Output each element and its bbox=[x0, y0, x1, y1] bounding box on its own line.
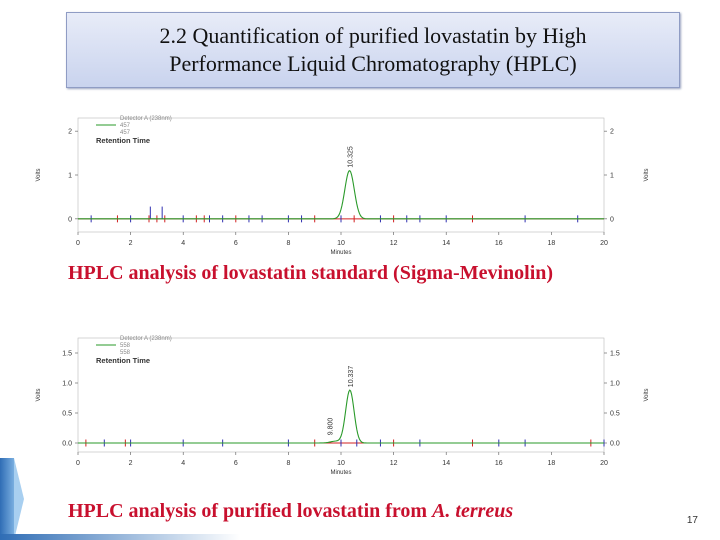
x-tick-label: 6 bbox=[234, 460, 238, 467]
x-tick-label: 14 bbox=[442, 460, 450, 467]
caption-purified-organism: A. terreus bbox=[432, 500, 514, 522]
x-tick-label: 10 bbox=[337, 460, 345, 467]
y-tick-label-right: 1.0 bbox=[610, 381, 620, 388]
decorative-side-bar bbox=[0, 458, 14, 540]
x-tick-label: 2 bbox=[129, 240, 133, 247]
y-tick-label: 2 bbox=[68, 129, 72, 136]
minor-peak-label: 9.800 bbox=[328, 418, 335, 436]
legend-entry-1: 457 bbox=[120, 123, 131, 129]
x-tick-label: 10 bbox=[337, 240, 345, 247]
page-number: 17 bbox=[686, 515, 698, 526]
x-tick-label: 18 bbox=[548, 460, 556, 467]
peak-label: 10.325 bbox=[348, 146, 355, 168]
caption-purified: HPLC analysis of purified lovastatin fro… bbox=[68, 500, 513, 523]
y-tick-label-right: 1 bbox=[610, 173, 614, 180]
decorative-arrow bbox=[14, 458, 24, 540]
x-tick-label: 0 bbox=[76, 240, 80, 247]
y-tick-label: 0 bbox=[68, 216, 72, 223]
y-axis-label: Volts bbox=[36, 388, 42, 401]
signal-trace bbox=[78, 389, 604, 444]
x-tick-label: 0 bbox=[76, 460, 80, 467]
y-axis-label-right: Volts bbox=[644, 168, 650, 181]
caption-purified-prefix: HPLC analysis of purified lovastatin fro… bbox=[68, 500, 433, 522]
y-tick-label: 1.0 bbox=[62, 381, 72, 388]
x-tick-label: 12 bbox=[390, 240, 398, 247]
slide-title-line-1: 2.2 Quantification of purified lovastati… bbox=[159, 23, 587, 48]
plot-frame bbox=[77, 117, 605, 233]
x-tick-label: 8 bbox=[286, 460, 290, 467]
x-tick-label: 20 bbox=[600, 240, 608, 247]
y-tick-label: 1 bbox=[68, 173, 72, 180]
slide-title-line-2: Performance Liquid Chromatography (HPLC) bbox=[169, 51, 577, 76]
legend-entry-2: 457 bbox=[120, 130, 131, 136]
x-tick-label: 14 bbox=[442, 240, 450, 247]
x-tick-label: 16 bbox=[495, 460, 503, 467]
peak-label: 10.337 bbox=[348, 366, 355, 388]
x-axis-label: Minutes bbox=[330, 470, 351, 476]
legend-entry-2: 558 bbox=[120, 350, 131, 356]
y-axis-label: Volts bbox=[36, 168, 42, 181]
y-tick-label-right: 0.0 bbox=[610, 441, 620, 448]
x-axis-label: Minutes bbox=[330, 250, 351, 256]
hplc-chromatogram-purified: 0 2 4 6 8 10 12 14 16 18 20 0.0 0.0 0.5 0.5 1.0 1.0 1.5 1.… bbox=[36, 336, 650, 476]
x-tick-label: 4 bbox=[181, 460, 185, 467]
y-tick-label: 0.5 bbox=[62, 411, 72, 418]
y-tick-label-right: 1.5 bbox=[610, 351, 620, 358]
x-tick-label: 16 bbox=[495, 240, 503, 247]
x-tick-label: 2 bbox=[129, 460, 133, 467]
legend-detector: Detector A (238nm) bbox=[120, 336, 172, 342]
legend-entry-1: 558 bbox=[120, 343, 131, 349]
caption-standard: HPLC analysis of lovastatin standard (Si… bbox=[68, 262, 554, 284]
signal-trace bbox=[78, 169, 604, 220]
decorative-bottom-bar bbox=[0, 534, 240, 540]
legend-retention-time: Retention Time bbox=[96, 136, 150, 145]
y-tick-label: 1.5 bbox=[62, 351, 72, 358]
y-tick-label-right: 0 bbox=[610, 216, 614, 223]
x-tick-label: 4 bbox=[181, 240, 185, 247]
x-tick-label: 12 bbox=[390, 460, 398, 467]
x-tick-label: 6 bbox=[234, 240, 238, 247]
legend-detector: Detector A (238nm) bbox=[120, 116, 172, 122]
x-tick-label: 18 bbox=[548, 240, 556, 247]
y-axis-label-right: Volts bbox=[644, 388, 650, 401]
x-tick-label: 20 bbox=[600, 460, 608, 467]
y-tick-label-right: 2 bbox=[610, 129, 614, 136]
y-tick-label-right: 0.5 bbox=[610, 411, 620, 418]
slide-title-box: 2.2 Quantification of purified lovastati… bbox=[66, 12, 680, 88]
y-tick-label: 0.0 bbox=[62, 441, 72, 448]
legend-retention-time: Retention Time bbox=[96, 356, 150, 365]
x-tick-label: 8 bbox=[286, 240, 290, 247]
